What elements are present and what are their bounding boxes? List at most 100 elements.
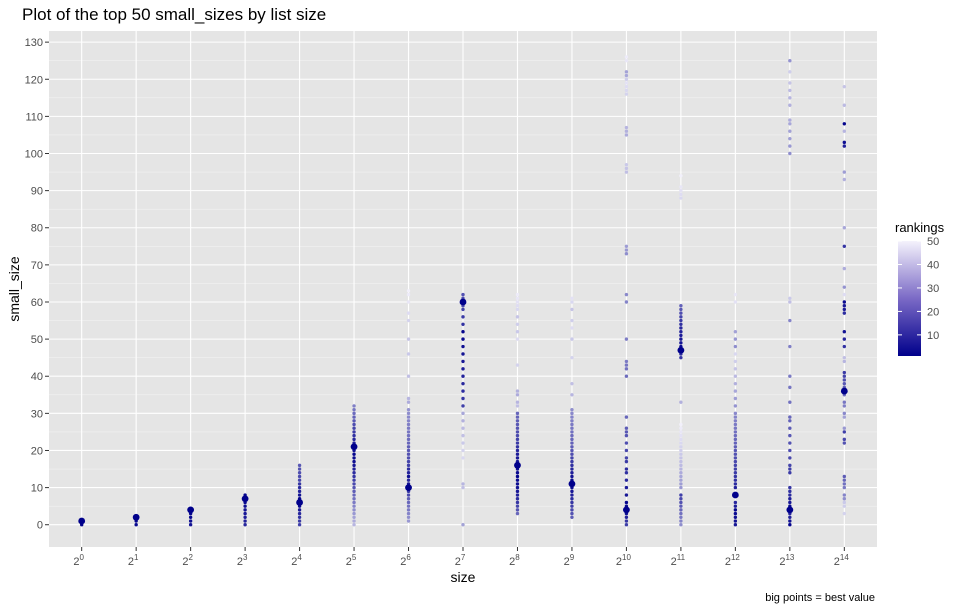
data-point bbox=[515, 441, 520, 445]
data-point bbox=[406, 419, 411, 423]
data-point bbox=[406, 430, 411, 434]
data-point bbox=[515, 452, 520, 456]
data-point bbox=[733, 452, 738, 456]
data-point bbox=[515, 426, 520, 430]
data-point bbox=[406, 508, 411, 512]
data-point bbox=[352, 467, 356, 471]
x-tick-label: 28 bbox=[509, 553, 520, 568]
data-point bbox=[842, 411, 847, 416]
data-point bbox=[842, 244, 847, 249]
data-point bbox=[624, 244, 629, 249]
data-point bbox=[733, 467, 738, 471]
data-point bbox=[733, 485, 738, 490]
data-point bbox=[352, 493, 356, 497]
y-tick-label: 130 bbox=[25, 37, 43, 49]
data-point bbox=[515, 471, 520, 475]
data-point bbox=[352, 523, 356, 527]
data-point bbox=[624, 88, 629, 93]
data-point bbox=[788, 467, 792, 471]
x-axis-ticks: 20 21 22 23 24 25 26 27 28 29 210 211 212 213 214 bbox=[73, 547, 849, 568]
data-point bbox=[733, 441, 738, 445]
data-point bbox=[515, 307, 520, 312]
data-point bbox=[788, 296, 792, 300]
data-point bbox=[570, 430, 574, 434]
data-point bbox=[570, 500, 574, 505]
data-point bbox=[842, 370, 847, 375]
data-point bbox=[461, 329, 465, 334]
data-point bbox=[842, 437, 847, 442]
data-point bbox=[624, 58, 629, 63]
data-point bbox=[624, 478, 629, 482]
data-point bbox=[733, 478, 738, 482]
data-point bbox=[842, 485, 847, 490]
data-point bbox=[624, 73, 629, 78]
data-point bbox=[243, 511, 247, 516]
data-point bbox=[842, 144, 847, 148]
data-point bbox=[842, 497, 847, 501]
y-tick-label: 20 bbox=[31, 445, 43, 457]
best-value-point bbox=[840, 387, 848, 395]
data-point bbox=[679, 482, 683, 486]
data-point bbox=[679, 437, 683, 442]
data-point bbox=[461, 315, 465, 319]
data-point bbox=[679, 523, 683, 527]
data-point bbox=[733, 300, 738, 304]
data-point bbox=[352, 430, 356, 434]
data-point bbox=[406, 471, 411, 475]
data-point bbox=[679, 185, 683, 189]
data-point bbox=[788, 493, 792, 497]
y-tick-label: 0 bbox=[37, 520, 43, 532]
data-point bbox=[624, 485, 629, 490]
data-point bbox=[352, 437, 356, 442]
data-point bbox=[406, 311, 411, 315]
data-point bbox=[406, 459, 411, 464]
data-point bbox=[624, 515, 629, 520]
data-point bbox=[679, 192, 683, 197]
data-point bbox=[406, 497, 411, 501]
data-point bbox=[788, 515, 792, 520]
data-point bbox=[352, 407, 356, 412]
data-point bbox=[842, 415, 847, 419]
legend: rankings 50 40 30 20 10 bbox=[895, 220, 945, 356]
data-point bbox=[733, 419, 738, 423]
data-point bbox=[461, 485, 465, 490]
data-point bbox=[679, 422, 683, 427]
data-point bbox=[842, 344, 847, 349]
data-point bbox=[515, 337, 520, 341]
data-point bbox=[679, 485, 683, 490]
data-point bbox=[406, 478, 411, 482]
x-tick-label: 210 bbox=[616, 553, 632, 568]
data-point bbox=[624, 456, 629, 460]
data-point bbox=[461, 352, 465, 356]
data-point bbox=[733, 482, 738, 486]
data-point bbox=[570, 300, 574, 304]
data-point bbox=[406, 407, 411, 412]
data-point bbox=[679, 497, 683, 501]
data-point bbox=[679, 315, 683, 319]
data-point bbox=[679, 508, 683, 512]
data-point bbox=[461, 523, 465, 527]
data-point bbox=[515, 415, 520, 419]
data-point bbox=[788, 489, 792, 494]
best-value-point bbox=[187, 506, 195, 514]
data-point bbox=[570, 474, 574, 479]
data-point bbox=[842, 504, 847, 508]
x-axis-title: size bbox=[451, 569, 476, 585]
x-tick-label: 20 bbox=[73, 553, 84, 568]
data-point bbox=[352, 478, 356, 482]
data-point bbox=[352, 433, 356, 438]
y-tick-label: 80 bbox=[31, 223, 43, 235]
data-point bbox=[570, 419, 574, 423]
data-point bbox=[842, 300, 847, 304]
data-point bbox=[624, 125, 629, 130]
legend-label: 10 bbox=[927, 330, 939, 342]
data-point bbox=[570, 422, 574, 427]
data-point bbox=[733, 381, 738, 386]
data-point bbox=[570, 493, 574, 497]
y-axis-ticks: 0 10 20 30 40 50 60 70 80 90 100 110 120 130 bbox=[25, 37, 49, 532]
data-point bbox=[352, 485, 356, 490]
data-point bbox=[679, 493, 683, 497]
data-point bbox=[515, 478, 520, 482]
data-point bbox=[570, 318, 574, 323]
